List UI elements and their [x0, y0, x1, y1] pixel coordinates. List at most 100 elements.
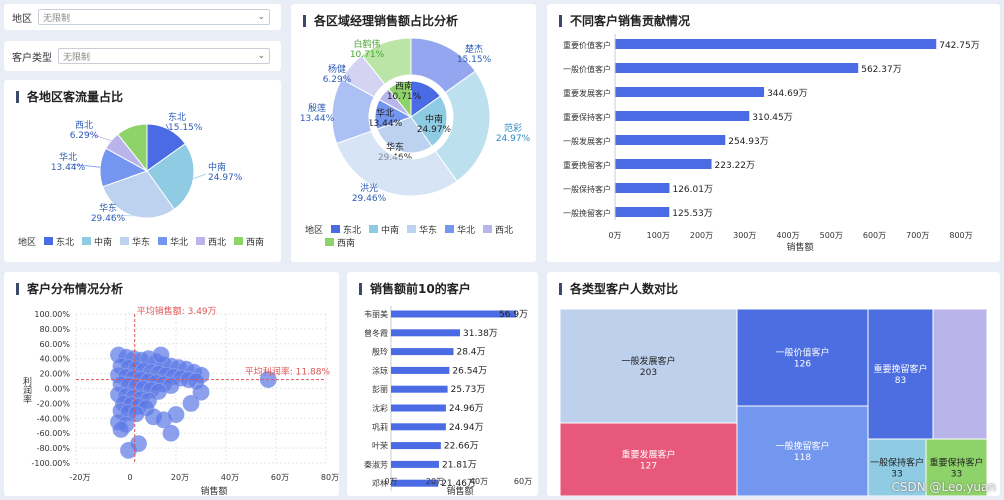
x-tick-label: 0万: [384, 477, 397, 486]
legend-label: 西南: [246, 236, 264, 248]
legend-label: 华东: [419, 224, 437, 236]
reference-label-y: 平均利润率: 11.88%: [245, 366, 331, 378]
bar: [615, 207, 670, 217]
inner-pie-slice: [387, 80, 412, 119]
x-tick-label: 700万: [906, 231, 929, 240]
legend-swatch: [483, 225, 492, 233]
bar: [391, 385, 448, 393]
category-label: 重要挽留客户: [563, 160, 611, 170]
x-tick-label: 600万: [863, 231, 886, 240]
bar-value-label: 310.45万: [752, 113, 793, 123]
x-tick-label: 500万: [820, 231, 843, 240]
legend-label: 西北: [495, 225, 513, 236]
x-tick-label: 40万: [221, 473, 239, 482]
legend-label: 东北: [56, 236, 74, 248]
bar-value-label: 56.9万: [499, 310, 528, 320]
category-label: 重要保持客户: [563, 112, 611, 122]
customer-type-select[interactable]: 无限制 ⌄: [58, 48, 270, 64]
legend-label: 西北: [208, 237, 226, 248]
outer-ring-slice: [361, 37, 412, 85]
legend-label: 华北: [457, 224, 475, 236]
filter-label: 客户类型: [12, 52, 52, 64]
inner-slice-label: 西南: [395, 80, 413, 92]
bar: [615, 63, 859, 73]
legend-swatch: [158, 237, 167, 245]
y-tick-label: 60.00%: [39, 340, 70, 349]
y-tick-label: -100.00%: [32, 459, 71, 468]
legend-swatch: [369, 225, 378, 233]
pie-leader-line: [193, 173, 207, 180]
pie-slice-label: 东北: [168, 111, 186, 123]
inner-slice-label: 华东: [386, 141, 404, 153]
select-value: 无限制: [63, 52, 91, 63]
distribution-panel: 客户分布情况分析 100.00% 80.00% 60.00% 40.00% 20.00%…: [4, 272, 339, 496]
bar-value-label: 21.46万: [441, 479, 476, 489]
bar-value-label: 742.75万: [939, 41, 980, 51]
watermark: CSDN @Leo.yuan: [891, 480, 997, 494]
pie-slice-value: 15.15%: [168, 123, 203, 133]
outer-ring-slice: [335, 130, 458, 197]
outer-slice-value: 6.29%: [323, 75, 352, 85]
x-tick-label: 60万: [271, 473, 289, 482]
outer-slice-label: 楚杰: [465, 43, 483, 55]
type-count-panel: 各类型客户人数对比 一般发展客户 203 重要发展客户 127 一般价值客户 126 一般挽…: [547, 272, 1000, 496]
x-tick-label: 200万: [690, 231, 713, 240]
bar-value-label: 126.01万: [672, 185, 713, 195]
bar-value-label: 254.93万: [728, 137, 769, 147]
outer-slice-label: 洪光: [360, 182, 378, 194]
filter-label: 地区: [12, 13, 32, 25]
outer-slice-value: 13.44%: [300, 114, 335, 124]
category-label: 秦淑芳: [364, 459, 388, 469]
x-axis-title: 销售额: [200, 485, 227, 496]
x-tick-label: 800万: [949, 231, 972, 240]
inner-slice-label: 中南: [425, 113, 443, 125]
treemap-cell-label: 一般挽留客户: [775, 440, 829, 452]
scatter-point: [192, 383, 210, 401]
bar: [615, 159, 712, 169]
treemap-cell: [867, 438, 927, 496]
bar-value-label: 562.37万: [861, 65, 902, 75]
pie-slice-value: 29.46%: [91, 214, 126, 224]
manager-sales-donut-chart: 中南24.97%华东29.46%华北13.44%西南10.71%楚杰15.15%…: [300, 37, 531, 249]
treemap-cell-label: 重要挽留客户: [873, 363, 927, 375]
bar: [391, 460, 439, 468]
bar: [391, 442, 441, 450]
region-traffic-pie-chart: 东北15.15%中南24.97%华东29.46%华北13.44%西北6.29%地…: [18, 111, 264, 248]
x-tick-label: 20万: [171, 473, 189, 482]
treemap-cell: [736, 308, 869, 407]
treemap-cell: [736, 405, 869, 496]
x-tick-label: 20万: [426, 477, 444, 486]
x-tick-label: -20万: [69, 473, 90, 482]
category-label: 一般发展客户: [563, 136, 611, 146]
legend-swatch: [234, 237, 243, 245]
y-tick-label: 100.00%: [34, 310, 70, 319]
treemap-cell-label: 一般价值客户: [775, 347, 829, 359]
pie-leader-line: [67, 163, 101, 168]
bar: [391, 479, 439, 487]
region-select[interactable]: 无限制 ⌄: [38, 9, 270, 25]
scatter-point: [152, 346, 170, 364]
pie-slice-label: 西北: [75, 120, 93, 131]
outer-slice-value: 29.46%: [352, 194, 387, 204]
bar-value-label: 25.73万: [451, 385, 486, 395]
y-tick-label: -60.00%: [37, 429, 71, 438]
bar: [391, 366, 450, 374]
panel-title: 各地区客流量占比: [16, 88, 123, 105]
legend-swatch: [445, 225, 454, 233]
treemap-cell-value: 203: [640, 368, 657, 378]
x-tick-label: 80万: [321, 473, 339, 482]
panel-title: 各类型客户人数对比: [559, 280, 678, 297]
category-label: 叶荣: [372, 441, 388, 451]
legend-label: 华北: [170, 236, 188, 248]
y-tick-label: -40.00%: [37, 414, 71, 423]
outer-slice-value: 24.97%: [496, 134, 531, 144]
outer-slice-value: 15.15%: [457, 55, 492, 65]
inner-pie-slice: [376, 116, 433, 154]
category-label: 沈彩: [372, 403, 388, 413]
category-label: 一般挽留客户: [563, 208, 611, 218]
treemap-cell-value: 83: [895, 376, 906, 386]
bar-value-label: 344.69万: [767, 89, 808, 99]
legend-swatch: [407, 225, 416, 233]
